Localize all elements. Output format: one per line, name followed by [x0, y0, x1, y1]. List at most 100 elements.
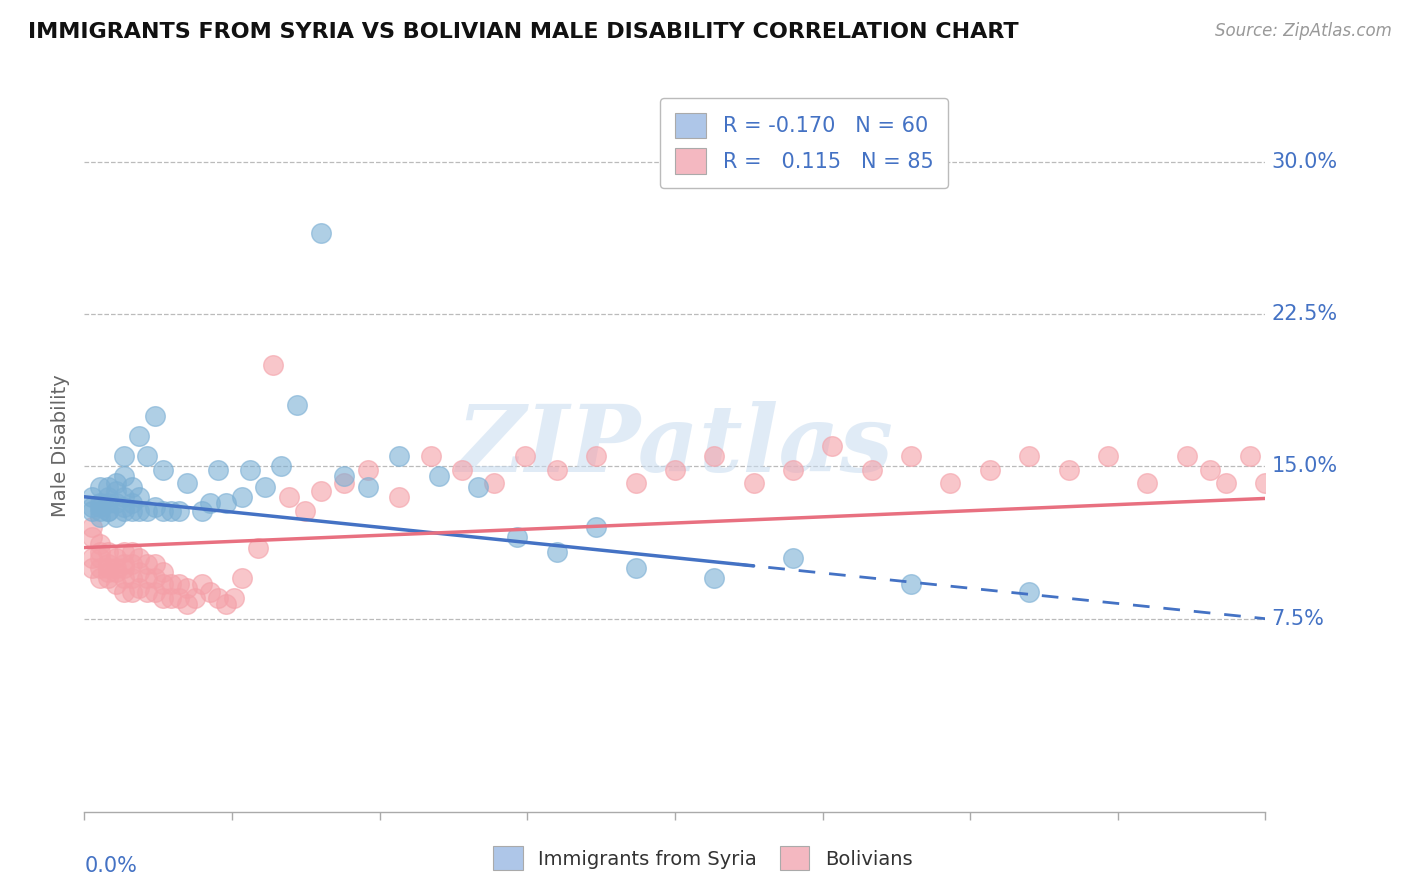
Point: [333, 475, 356, 490]
Point: [121, 585, 143, 599]
Point: [121, 544, 143, 558]
Point: [167, 504, 190, 518]
Point: [200, 496, 222, 510]
Point: [1199, 463, 1222, 477]
Point: [191, 504, 214, 518]
Point: [89, 504, 111, 518]
Point: [160, 504, 183, 518]
Text: 7.5%: 7.5%: [1271, 608, 1324, 629]
Point: [585, 520, 607, 534]
Point: [585, 449, 607, 463]
Point: [104, 483, 127, 498]
Point: [160, 591, 183, 606]
Point: [1057, 463, 1080, 477]
Point: [112, 500, 135, 514]
Point: [506, 530, 529, 544]
Point: [160, 577, 183, 591]
Point: [136, 571, 159, 585]
Point: [900, 577, 922, 591]
Point: [231, 571, 253, 585]
Point: [112, 504, 135, 518]
Point: [515, 449, 537, 463]
Point: [143, 409, 166, 423]
Point: [128, 490, 150, 504]
Point: [703, 571, 725, 585]
Point: [979, 463, 1001, 477]
Point: [128, 581, 150, 595]
Point: [89, 561, 111, 575]
Point: [451, 463, 474, 477]
Point: [97, 480, 120, 494]
Point: [207, 463, 229, 477]
Point: [121, 496, 143, 510]
Point: [215, 496, 238, 510]
Point: [143, 557, 166, 571]
Point: [333, 469, 356, 483]
Point: [200, 585, 222, 599]
Point: [183, 591, 205, 606]
Point: [104, 510, 127, 524]
Point: [357, 480, 380, 494]
Text: 0.0%: 0.0%: [84, 855, 138, 876]
Point: [222, 591, 245, 606]
Point: [357, 463, 380, 477]
Point: [546, 544, 568, 558]
Point: [167, 577, 190, 591]
Text: 30.0%: 30.0%: [1271, 152, 1337, 171]
Point: [104, 565, 127, 579]
Point: [143, 500, 166, 514]
Point: [1018, 585, 1040, 599]
Point: [128, 429, 150, 443]
Point: [128, 565, 150, 579]
Point: [97, 561, 120, 575]
Point: [1254, 475, 1277, 490]
Point: [128, 550, 150, 565]
Point: [624, 475, 647, 490]
Point: [97, 544, 120, 558]
Point: [97, 504, 120, 518]
Point: [82, 530, 104, 544]
Point: [388, 490, 411, 504]
Point: [207, 591, 229, 606]
Point: [1097, 449, 1119, 463]
Point: [1136, 475, 1159, 490]
Point: [89, 544, 111, 558]
Point: [1018, 449, 1040, 463]
Point: [104, 550, 127, 565]
Point: [309, 226, 332, 240]
Point: [1239, 449, 1261, 463]
Point: [82, 550, 104, 565]
Point: [176, 598, 198, 612]
Text: Source: ZipAtlas.com: Source: ZipAtlas.com: [1215, 22, 1392, 40]
Point: [121, 480, 143, 494]
Point: [176, 581, 198, 595]
Point: [782, 550, 804, 565]
Point: [939, 475, 962, 490]
Point: [427, 469, 450, 483]
Point: [285, 398, 308, 412]
Text: 15.0%: 15.0%: [1271, 457, 1337, 476]
Point: [152, 591, 174, 606]
Point: [1215, 475, 1237, 490]
Point: [152, 565, 174, 579]
Point: [89, 571, 111, 585]
Point: [860, 463, 883, 477]
Point: [82, 490, 104, 504]
Point: [388, 449, 411, 463]
Point: [104, 577, 127, 591]
Point: [97, 504, 120, 518]
Point: [89, 496, 111, 510]
Point: [128, 504, 150, 518]
Point: [467, 480, 489, 494]
Legend: Immigrants from Syria, Bolivians: Immigrants from Syria, Bolivians: [485, 838, 921, 878]
Point: [231, 490, 253, 504]
Point: [89, 550, 111, 565]
Point: [82, 561, 104, 575]
Point: [419, 449, 441, 463]
Point: [136, 504, 159, 518]
Point: [246, 541, 269, 555]
Point: [278, 490, 301, 504]
Legend: R = -0.170   N = 60, R =   0.115   N = 85: R = -0.170 N = 60, R = 0.115 N = 85: [659, 98, 948, 188]
Point: [152, 577, 174, 591]
Point: [136, 585, 159, 599]
